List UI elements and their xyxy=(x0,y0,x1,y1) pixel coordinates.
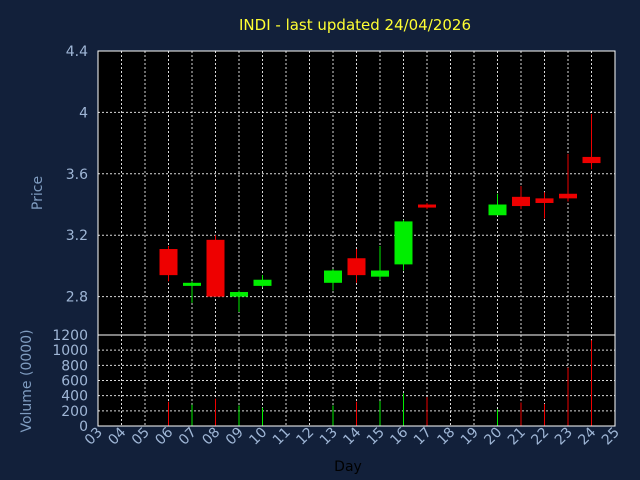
day-tick-label: 25 xyxy=(599,425,623,449)
day-tick-label: 24 xyxy=(575,424,599,448)
day-tick-label: 13 xyxy=(317,425,341,449)
candle-body xyxy=(371,270,389,277)
day-tick-label: 17 xyxy=(411,425,435,449)
candle-body xyxy=(512,196,530,207)
day-tick-label: 22 xyxy=(528,425,552,449)
candle-body xyxy=(324,270,342,283)
volume-tick-label: 1200 xyxy=(52,328,88,344)
day-tick-label: 08 xyxy=(199,425,223,449)
day-tick-label: 19 xyxy=(458,425,482,449)
candle-body xyxy=(347,258,366,276)
price-tick-label: 3.2 xyxy=(66,228,88,244)
candle-body xyxy=(394,221,413,265)
price-tick-labels: 4.4 4 3.6 3.2 2.8 xyxy=(66,44,88,306)
price-tick-label: 4 xyxy=(79,105,88,121)
candle-body xyxy=(488,204,507,216)
plot-border xyxy=(97,50,616,427)
volume-tick-label: 800 xyxy=(61,358,88,374)
day-tick-label: 16 xyxy=(387,424,411,448)
candle-body xyxy=(418,204,436,208)
candle-body xyxy=(206,239,225,297)
day-tick-label: 12 xyxy=(293,425,317,449)
chart-title: INDI - last updated 24/04/2026 xyxy=(239,16,471,34)
price-candles xyxy=(159,113,601,312)
volume-tick-label: 400 xyxy=(61,389,88,405)
day-tick-label: 11 xyxy=(270,425,294,449)
volume-tick-label: 1000 xyxy=(52,343,88,359)
day-tick-label: 07 xyxy=(176,425,200,449)
day-tick-label: 09 xyxy=(223,425,247,449)
price-tick-label: 4.4 xyxy=(66,44,88,60)
day-tick-label: 04 xyxy=(105,424,129,448)
volume-axis-label: Volume (0000) xyxy=(19,329,35,432)
price-tick-label: 3.6 xyxy=(66,167,88,183)
day-tick-label: 23 xyxy=(552,425,576,449)
candle-body xyxy=(230,292,248,297)
day-tick-label: 18 xyxy=(434,425,458,449)
volume-bars xyxy=(168,340,592,426)
candle-body xyxy=(582,156,601,164)
day-tick-labels: 03 04 05 06 07 08 09 10 11 12 13 14 15 16 17 18 19 20 21 22… xyxy=(82,424,623,448)
volume-tick-label: 0 xyxy=(79,419,88,435)
day-tick-label: 15 xyxy=(364,425,388,449)
price-axis-label: Price xyxy=(30,176,46,210)
day-tick-label: 14 xyxy=(340,424,364,448)
day-tick-label: 10 xyxy=(246,425,270,449)
candle-body xyxy=(535,198,554,203)
day-tick-label: 06 xyxy=(152,424,176,448)
volume-tick-label: 200 xyxy=(61,404,88,420)
day-tick-label: 20 xyxy=(481,425,505,449)
candle-body xyxy=(183,282,201,286)
volume-tick-label: 600 xyxy=(61,374,88,390)
x-axis-label: Day xyxy=(334,459,362,475)
candle-body xyxy=(159,249,178,276)
day-tick-label: 21 xyxy=(505,425,529,449)
candle-body xyxy=(253,279,272,286)
candle-body xyxy=(559,193,577,199)
price-tick-label: 2.8 xyxy=(66,290,88,306)
day-tick-label: 05 xyxy=(129,425,153,449)
